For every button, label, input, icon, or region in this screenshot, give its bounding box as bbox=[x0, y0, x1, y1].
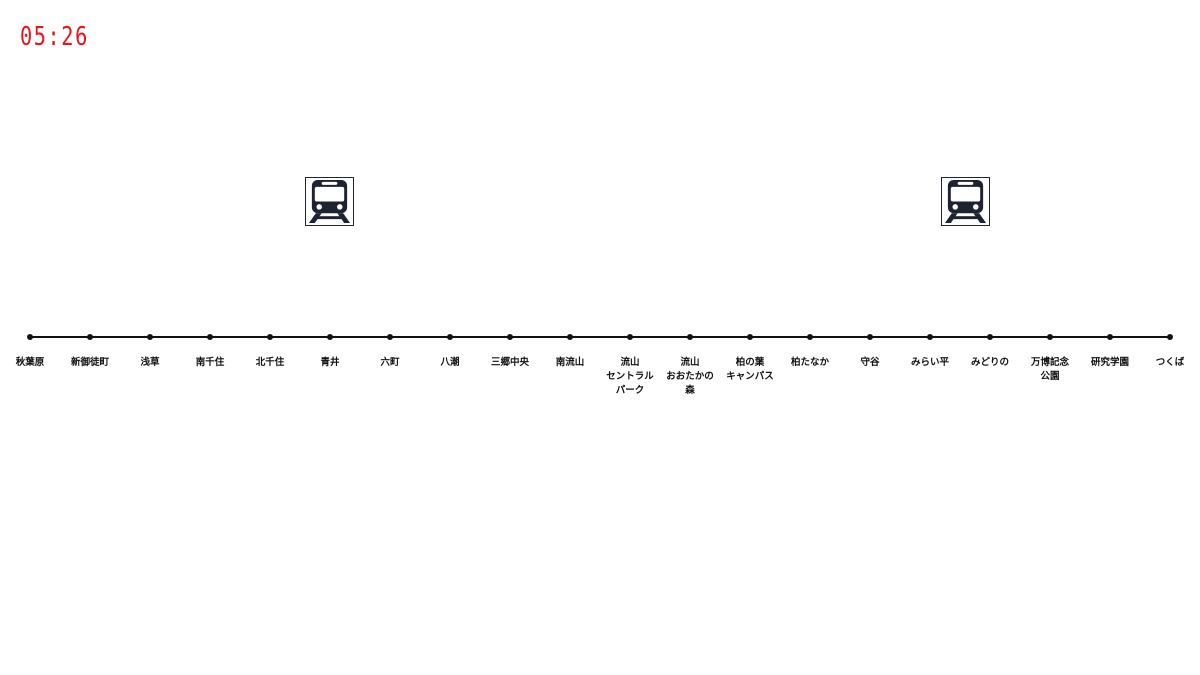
station-marker bbox=[927, 334, 933, 340]
station-label: みらい平 bbox=[910, 357, 949, 368]
station-label: 柏たなか bbox=[790, 357, 829, 368]
station-marker bbox=[567, 334, 573, 340]
station-marker bbox=[627, 334, 633, 340]
station-marker bbox=[507, 334, 513, 340]
station-marker bbox=[747, 334, 753, 340]
station-label: 新御徒町 bbox=[70, 357, 109, 368]
station-marker bbox=[867, 334, 873, 340]
station-label: 万博記念 公園 bbox=[1030, 357, 1069, 382]
clock-display: 05:26 bbox=[20, 22, 89, 52]
station-marker bbox=[27, 334, 33, 340]
station-marker bbox=[1047, 334, 1053, 340]
station-label: 青井 bbox=[320, 357, 340, 368]
train-front-icon bbox=[942, 178, 989, 225]
station-label: 六町 bbox=[380, 357, 400, 368]
station-marker bbox=[807, 334, 813, 340]
track-line bbox=[30, 336, 1170, 338]
station-label: 研究学園 bbox=[1090, 357, 1129, 368]
station-label: 南千住 bbox=[195, 357, 225, 368]
station-label: 柏の葉 キャンパス bbox=[726, 357, 774, 382]
station-marker bbox=[687, 334, 693, 340]
station-marker bbox=[387, 334, 393, 340]
station-label: 三郷中央 bbox=[490, 357, 529, 368]
station-label: 南流山 bbox=[555, 357, 585, 368]
station-label: 守谷 bbox=[860, 357, 880, 368]
station-marker bbox=[327, 334, 333, 340]
station-label: 流山 おおたかの 森 bbox=[666, 357, 714, 396]
station-label: 秋葉原 bbox=[15, 357, 45, 368]
station-marker bbox=[987, 334, 993, 340]
station-marker bbox=[267, 334, 273, 340]
station-marker bbox=[87, 334, 93, 340]
train-marker bbox=[941, 177, 990, 226]
station-label: つくば bbox=[1155, 357, 1185, 368]
station-marker bbox=[447, 334, 453, 340]
train-front-icon bbox=[306, 178, 353, 225]
station-label: 北千住 bbox=[255, 357, 285, 368]
train-marker bbox=[305, 177, 354, 226]
station-marker bbox=[1167, 334, 1173, 340]
station-label: 八潮 bbox=[440, 357, 460, 368]
station-label: 浅草 bbox=[140, 357, 160, 368]
station-marker bbox=[1107, 334, 1113, 340]
station-marker bbox=[207, 334, 213, 340]
station-marker bbox=[147, 334, 153, 340]
station-label: 流山 セントラル パーク bbox=[606, 357, 654, 396]
station-label: みどりの bbox=[970, 357, 1009, 368]
